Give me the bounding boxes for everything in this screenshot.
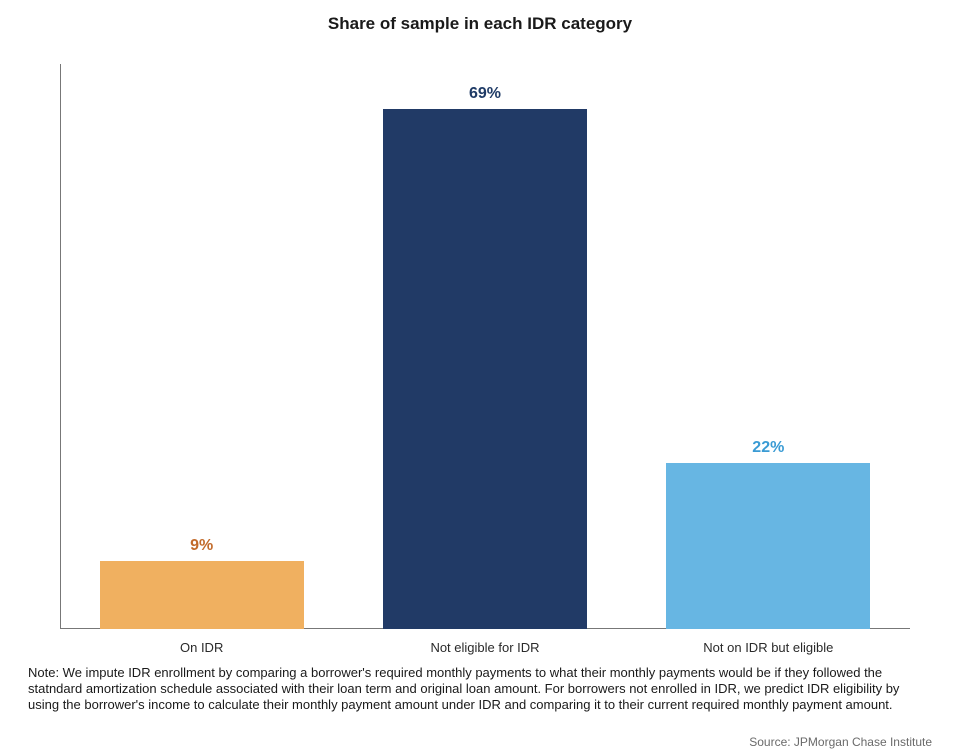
x-axis-labels: On IDR Not eligible for IDR Not on IDR b… [60, 634, 910, 655]
bar-value-label: 69% [469, 85, 501, 103]
x-axis-label: Not on IDR but eligible [627, 634, 910, 655]
bar-value-label: 22% [752, 439, 784, 457]
x-axis-label: On IDR [60, 634, 343, 655]
chart-container: Share of sample in each IDR category 9% … [0, 0, 960, 755]
bars-group: 9% 69% 22% [60, 64, 910, 629]
bar-rect [666, 463, 870, 629]
bar-slot: 22% [627, 64, 910, 629]
bar-rect [383, 109, 587, 629]
x-axis-label: Not eligible for IDR [343, 634, 626, 655]
bar-rect [100, 561, 304, 629]
bar-slot: 69% [343, 64, 626, 629]
chart-source: Source: JPMorgan Chase Institute [749, 735, 932, 749]
bar-slot: 9% [60, 64, 343, 629]
chart-note: Note: We impute IDR enrollment by compar… [28, 665, 932, 713]
bar-value-label: 9% [190, 537, 213, 555]
plot-area: 9% 69% 22% [60, 64, 910, 629]
chart-title: Share of sample in each IDR category [0, 14, 960, 34]
